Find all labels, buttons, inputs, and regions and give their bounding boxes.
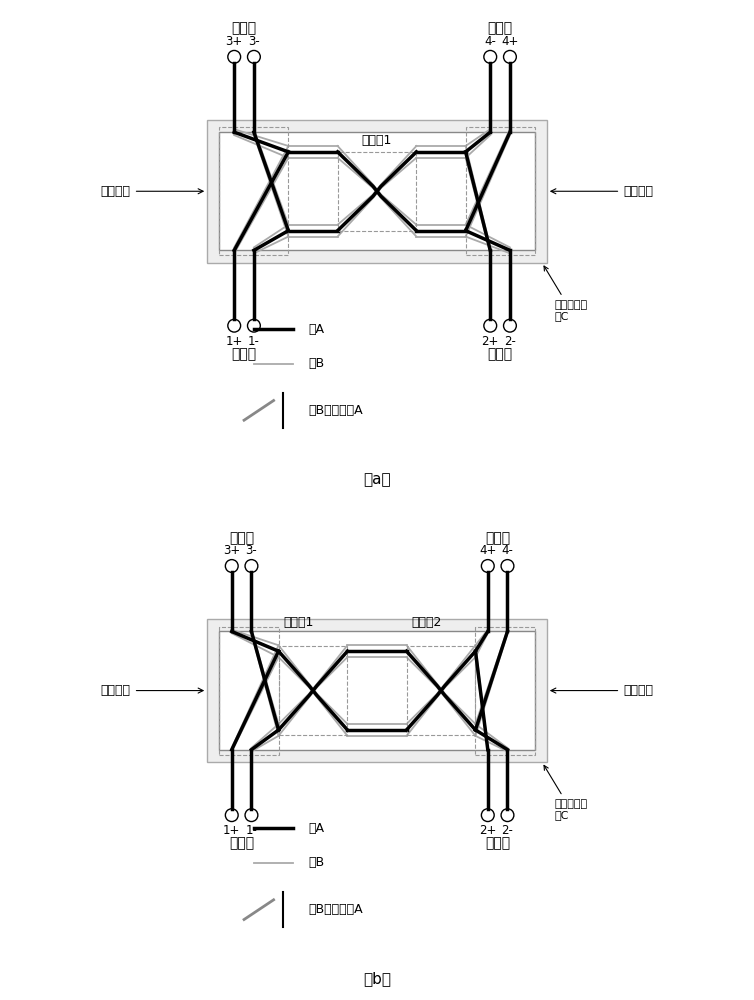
Text: 层B: 层B: [308, 357, 324, 370]
Text: 2-: 2-: [504, 335, 516, 348]
Bar: [466, 127, 535, 255]
Text: 无交叉点: 无交叉点: [101, 684, 203, 697]
Text: 4+: 4+: [479, 544, 496, 557]
Text: 1-: 1-: [248, 335, 260, 348]
Text: 隔离端: 隔离端: [485, 531, 510, 545]
Bar: [219, 627, 278, 755]
Bar: [278, 646, 348, 735]
Bar: [219, 132, 535, 250]
Text: 2-: 2-: [501, 824, 513, 837]
Text: （a）: （a）: [363, 472, 391, 487]
Text: 4+: 4+: [501, 35, 519, 48]
Text: 交叉点2: 交叉点2: [412, 616, 442, 629]
Text: 交叉点1: 交叉点1: [362, 134, 392, 147]
Text: 3-: 3-: [248, 35, 260, 48]
Bar: [406, 646, 476, 735]
Text: 层B延伸到层A: 层B延伸到层A: [308, 404, 363, 417]
Text: 耦合端: 耦合端: [229, 531, 254, 545]
Text: 耦合端: 耦合端: [231, 22, 256, 36]
Text: 2+: 2+: [479, 824, 496, 837]
Bar: [207, 120, 547, 263]
Text: （b）: （b）: [363, 971, 391, 986]
Text: 2+: 2+: [482, 335, 499, 348]
Text: 无交叉点: 无交叉点: [101, 185, 203, 198]
Bar: [219, 127, 288, 255]
Text: 3+: 3+: [223, 544, 241, 557]
Bar: [338, 152, 416, 231]
Text: 4-: 4-: [484, 35, 496, 48]
Bar: [219, 631, 535, 750]
Text: 3-: 3-: [246, 544, 257, 557]
Text: 无交叉点: 无交叉点: [551, 684, 653, 697]
Text: 1+: 1+: [225, 335, 243, 348]
Text: 直通端: 直通端: [485, 836, 510, 850]
Text: 无交叉点: 无交叉点: [551, 185, 653, 198]
Text: 隔离端: 隔离端: [488, 347, 513, 361]
Text: 输入端: 输入端: [231, 347, 256, 361]
Text: 1+: 1+: [223, 824, 241, 837]
Text: 1-: 1-: [246, 824, 257, 837]
Text: 输入端: 输入端: [229, 836, 254, 850]
Text: 直通端: 直通端: [488, 22, 513, 36]
Text: 层B: 层B: [308, 856, 324, 869]
Text: 3+: 3+: [225, 35, 243, 48]
Text: 层A: 层A: [308, 323, 324, 336]
Text: 缺陷地结构
层C: 缺陷地结构 层C: [544, 765, 587, 820]
Text: 缺陷地结构
层C: 缺陷地结构 层C: [544, 266, 587, 321]
Bar: [207, 619, 547, 762]
Bar: [476, 627, 535, 755]
Text: 层A: 层A: [308, 822, 324, 835]
Text: 4-: 4-: [501, 544, 513, 557]
Text: 层B延伸到层A: 层B延伸到层A: [308, 903, 363, 916]
Text: 交叉点1: 交叉点1: [284, 616, 314, 629]
